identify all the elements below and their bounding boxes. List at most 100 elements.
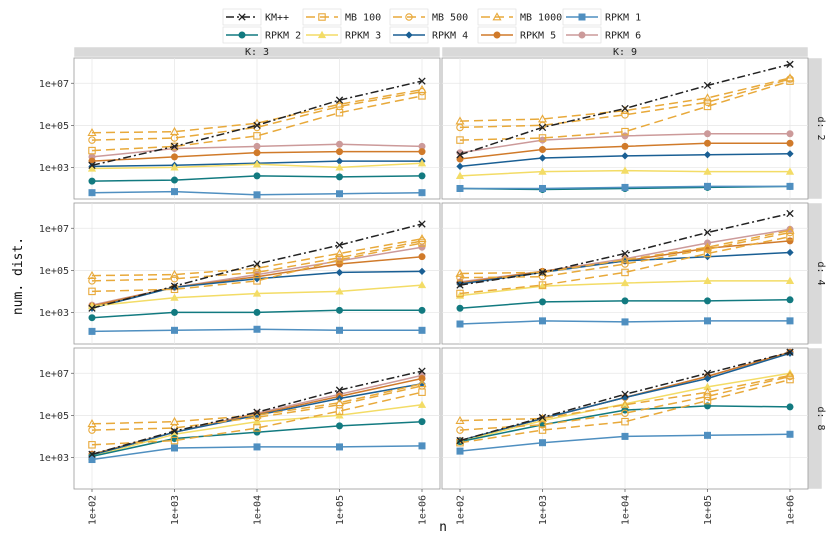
- legend-km-label: KM++: [265, 13, 289, 24]
- panel-k-3-d-2-series-rpkm-3-point: [417, 159, 427, 167]
- panel-k-3-d-2-series-rpkm-1-point: [335, 190, 343, 198]
- panel-k-9-d-8-series-mb-500-point: [456, 426, 464, 434]
- panel-k-9-d-8-series-rpkm-3-point: [703, 382, 712, 391]
- panel-k-3-d-4-series-rpkm-2-point: [253, 308, 261, 316]
- legend-rpkm-4-marker: [405, 31, 413, 39]
- legend: KM++ MB 100 MB 500 MB 1000 RPKM 1 RPKM 2 RPKM …: [222, 8, 641, 44]
- panel-k-3-d-2-series-rpkm-3-point: [170, 163, 179, 171]
- panel-k-9-d-8-series-km-point: [538, 413, 547, 422]
- panel-k-9-d-4-series-rpkm-1-point: [456, 320, 464, 328]
- panel-k-3-d-4-ytick-label: 1e+03: [39, 308, 69, 319]
- legend-km-marker: [238, 13, 246, 21]
- panel-k-9-d-2-series-mb-1000-point: [702, 93, 713, 102]
- panel-k-3-d-4-series-km-point-stroke-b: [335, 241, 344, 249]
- legend-rpkm-5-label: RPKM 5: [520, 31, 556, 42]
- panel-k-9-d-8-series-mb-100-point: [621, 417, 629, 426]
- panel-k-3-d-4-series-rpkm-5-point: [335, 260, 343, 268]
- legend-rpkm-1-label: RPKM 1: [605, 13, 641, 24]
- panel-k-3-d-2-series-rpkm-3-point: [87, 164, 97, 172]
- panel-k-9-d-8-series-rpkm-1-point: [703, 431, 711, 439]
- panel-k-9-d-2-series-km-point-stroke-b: [456, 151, 464, 159]
- panel-k-3-d-4-series-km-point: [335, 241, 344, 249]
- panel-k-3-d-4-series-km-point: [170, 282, 179, 290]
- panel-k-3-d-8-series-km-line: [91, 370, 423, 456]
- panel-k-9-d-4-series-rpkm-2-point: [786, 296, 794, 304]
- column-strip-k-3-label: K: 3: [245, 47, 269, 58]
- panel-k-3-d-2-series-mb-100-point: [88, 146, 96, 155]
- panel-k-3-d-4-series-rpkm-1-point: [335, 326, 343, 334]
- panel-k-3-d-4-series-rpkm-5-point: [418, 253, 426, 261]
- legend-rpkm-6-label: RPKM 6: [605, 31, 641, 42]
- legend-mb-100: MB 100: [302, 8, 381, 26]
- panel-k-9-d-2-series-rpkm-3-point: [455, 171, 465, 179]
- panel-k-3-d-8-series-rpkm-2-point: [253, 428, 261, 436]
- panel-k-9-d-2-series-km-point: [538, 123, 547, 132]
- panel-k-9-d-8: 1e+02 1e+03 1e+04 1e+05 1e+06: [441, 347, 809, 525]
- panel-k-9-d-4-series-km-point: [538, 268, 547, 277]
- panel-k-9-d-8-series-mb-1000-point: [620, 400, 630, 409]
- panel-k-3-d-4-series-km-point-stroke-b: [253, 260, 261, 268]
- panel-k-9-d-2-series-mb-100-point: [538, 134, 547, 142]
- panel-k-9-d-4: [441, 202, 809, 345]
- panel-k-9-d-2-series-mb-100-point: [621, 127, 629, 136]
- panel-k-9-d-8-series-km-point: [456, 436, 464, 445]
- panel-k-9-d-8-series-rpkm-4-point: [703, 374, 712, 383]
- panel-k-9-d-8-series-mb-100-point: [538, 426, 547, 434]
- panel-k-3-d-4-ytick-label: 1e+07: [39, 224, 69, 235]
- panel-k-3-d-4-series-mb-100-point: [418, 239, 426, 247]
- panel-k-9-d-2-series-mb-100-point: [786, 77, 794, 85]
- panel-k-3-d-8-series-mb-500-point: [88, 426, 96, 434]
- panel-k-3-d-2-series-rpkm-1-point: [88, 189, 96, 197]
- panel-k-9-d-4-series-mb-100-point: [456, 289, 464, 298]
- panel-k-9-d-2-series-mb-500-point: [538, 121, 547, 130]
- panel-k-3-d-4-series-rpkm-1-point: [171, 326, 179, 334]
- panel-k-3-d-8-series-mb-100-point: [418, 388, 426, 396]
- panel-k-3-d-4-series-mb-100-point: [335, 256, 344, 264]
- panel-k-9-d-4-series-km-point-stroke-b: [456, 281, 464, 289]
- panel-k-9-d-2-series-rpkm-5-point: [703, 139, 711, 147]
- legend-rpkm-2: RPKM 2: [222, 26, 301, 44]
- panel-k-3-d-8-series-mb-100-point: [170, 436, 179, 445]
- panel-k-9-d-2-series-rpkm-3-point: [703, 167, 712, 175]
- panel-k-3-d-8-series-rpkm-1-point: [418, 442, 426, 450]
- panel-k-3-d-8-series-km-point: [253, 408, 261, 416]
- legend-rpkm-6: RPKM 6: [562, 26, 641, 44]
- panel-k-9-d-8-series-km-point: [703, 369, 712, 377]
- panel-k-9-d-4-series-mb-100-point: [786, 232, 794, 241]
- panel-k-9-d-2-series-rpkm-5-point: [621, 142, 629, 150]
- panel-k-3-d-8-series-km-point-stroke-b: [335, 386, 344, 394]
- legend-mb-100-marker: [318, 13, 326, 21]
- panel-k-3-d-8-series-km-point-stroke-b: [88, 450, 96, 458]
- panel-k-9-d-2-series-rpkm-3-point: [785, 167, 795, 175]
- panel-k-9-d-4-series-rpkm-1-point: [538, 317, 546, 325]
- panel-k-3-d-4-series-rpkm-3-point: [252, 289, 262, 297]
- legend-mb-100-label: MB 100: [345, 13, 381, 24]
- panel-k-9-d-8-series-km-point-stroke-b: [538, 413, 547, 422]
- legend-rpkm-4-label: RPKM 4: [432, 31, 468, 42]
- panel-k-3-d-8-series-rpkm-3-point: [417, 400, 427, 408]
- panel-k-3-d-8-series-km-point-stroke-b: [418, 367, 426, 375]
- panel-k-3-d-2-series-km-point-stroke-b: [88, 161, 96, 169]
- panel-k-9-d-4-series-rpkm-2-point: [538, 298, 546, 306]
- panel-k-9-d-8-series-rpkm-1-point: [456, 447, 464, 455]
- panel-k-3-d-4-series-rpkm-1-point: [88, 327, 96, 335]
- panel-k-9-d-8-series-rpkm-1-point: [621, 432, 629, 440]
- panel-k-9-d-4-series-mb-1000-point: [455, 268, 465, 277]
- panel-k-9-d-4-series-rpkm-1-point: [621, 318, 629, 326]
- panel-k-3-d-2-series-rpkm-3-point: [252, 160, 262, 168]
- panel-k-9-d-8-series-mb-100-point: [703, 396, 712, 405]
- row-strip-d-2-label: d: 2: [815, 116, 826, 140]
- panel-k-3-d-8-series-mb-100-point: [88, 441, 96, 449]
- legend-rpkm-1-marker: [578, 13, 586, 21]
- panel-k-3-d-4-series-km-point: [253, 260, 261, 268]
- panel-k-3-d-8-series-km-point: [88, 450, 96, 458]
- panel-k-9-d-4-series-mb-500-point: [703, 245, 712, 254]
- panel-k-3-d-2-series-rpkm-3-point: [335, 163, 344, 171]
- panel-k-3-d-2-series-rpkm-5-point: [335, 148, 343, 156]
- panel-k-3-d-2-series-rpkm-5-point: [171, 153, 179, 161]
- panel-k-9-d-4-series-rpkm-2-point: [703, 297, 711, 305]
- panel-k-3-d-2-series-mb-100-point: [253, 132, 261, 140]
- panel-k-9-d-2-series-rpkm-1-point: [703, 182, 711, 190]
- panel-k-9-d-2-series-rpkm-4-point: [456, 162, 464, 171]
- panel-k-3-d-2-series-rpkm-6-point: [335, 140, 343, 148]
